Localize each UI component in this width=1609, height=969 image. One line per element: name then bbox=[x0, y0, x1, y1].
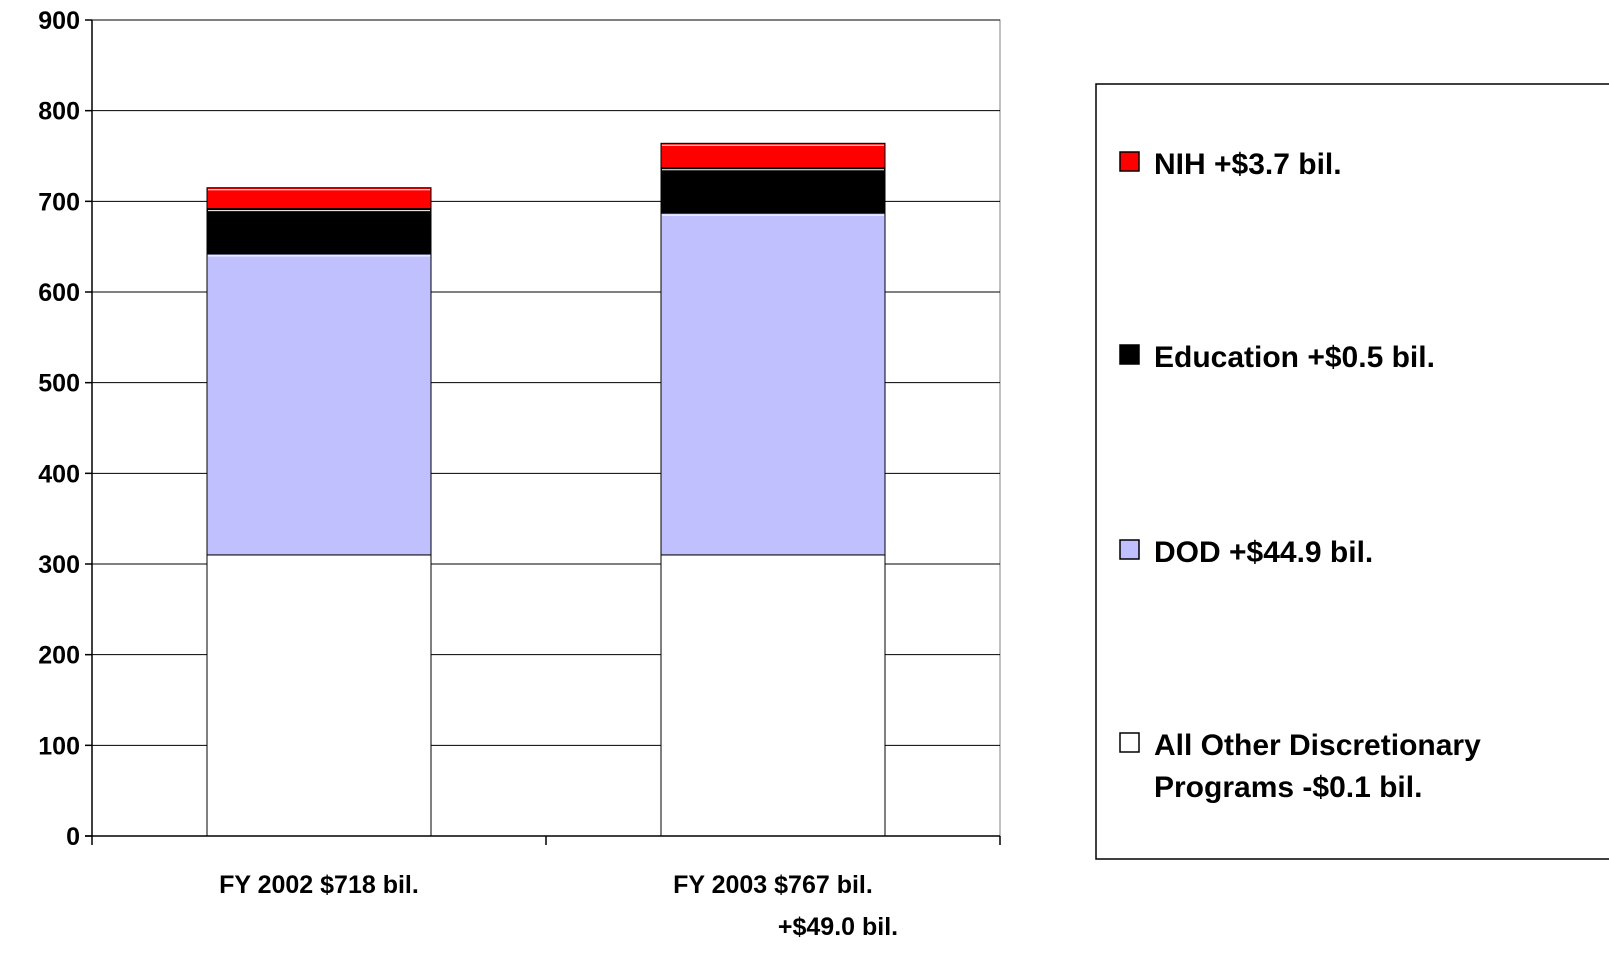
y-tick-label: 800 bbox=[38, 98, 80, 126]
x-category-labels: FY 2002 $718 bil. FY 2003 $767 bil. +$49.0… bbox=[219, 871, 898, 941]
axes bbox=[85, 19, 1001, 845]
y-tick-label: 700 bbox=[38, 188, 80, 216]
legend-label: All Other Discretionary bbox=[1154, 729, 1481, 762]
bar-segment bbox=[206, 208, 432, 255]
y-tick-label: 500 bbox=[38, 370, 80, 398]
y-tick-label: 900 bbox=[38, 7, 80, 35]
legend-swatch bbox=[1119, 539, 1140, 560]
legend-swatch bbox=[1119, 151, 1140, 172]
bar-segment bbox=[206, 187, 432, 210]
legend: NIH +$3.7 bil. Education +$0.5 bil. DOD +$… bbox=[1095, 83, 1609, 860]
y-tick-label: 300 bbox=[38, 551, 80, 579]
legend-swatch bbox=[1119, 732, 1140, 753]
y-tick-label: 0 bbox=[66, 823, 80, 851]
bar-segment bbox=[660, 167, 886, 214]
legend-label: NIH +$3.7 bil. bbox=[1154, 148, 1342, 181]
bar-segment bbox=[206, 253, 432, 556]
legend-label: DOD +$44.9 bil. bbox=[1154, 536, 1373, 569]
y-tick-label: 200 bbox=[38, 642, 80, 670]
y-tick-label: 600 bbox=[38, 279, 80, 307]
x-category-label: FY 2003 $767 bil. bbox=[673, 871, 873, 899]
y-tick-label: 100 bbox=[38, 732, 80, 760]
bar-segment bbox=[206, 554, 432, 837]
legend-box bbox=[1095, 83, 1609, 860]
bar-segment bbox=[660, 212, 886, 556]
bar-segment bbox=[660, 142, 886, 169]
x-category-sublabel: +$49.0 bil. bbox=[778, 913, 898, 941]
bars bbox=[206, 142, 886, 837]
legend-label: Programs -$0.1 bil. bbox=[1154, 771, 1422, 804]
y-tick-label: 400 bbox=[38, 460, 80, 488]
legend-swatch bbox=[1119, 344, 1140, 365]
x-category-label: FY 2002 $718 bil. bbox=[219, 871, 419, 899]
y-tick-labels: 0 100 200 300 400 500 600 700 800 900 bbox=[38, 7, 80, 851]
legend-label: Education +$0.5 bil. bbox=[1154, 341, 1435, 374]
bar-segment bbox=[660, 554, 886, 837]
